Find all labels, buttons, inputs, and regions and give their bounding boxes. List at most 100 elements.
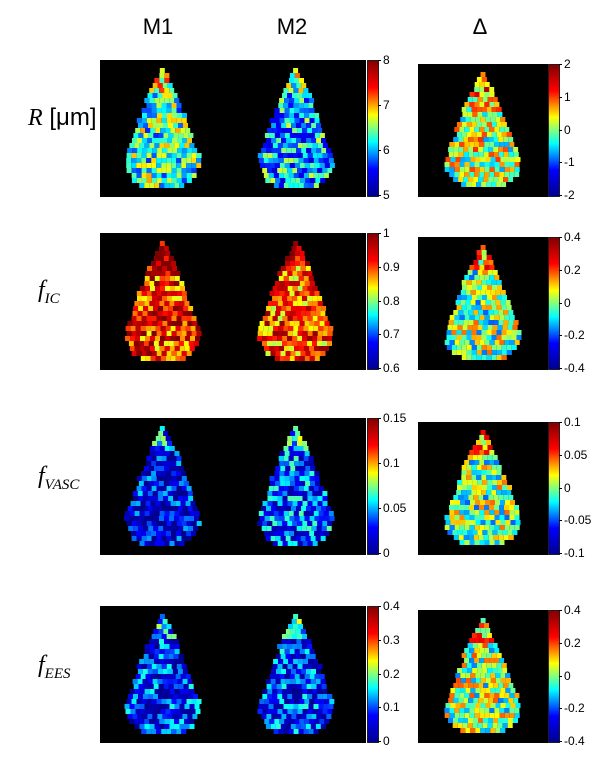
colorbar-m-tick-mark: [378, 233, 381, 234]
row-label-1: fIC: [38, 276, 60, 308]
colorbar-m-tick-label: 0.8: [383, 293, 400, 308]
colorbar-m-row0: [367, 60, 379, 202]
colorbar-m-tick-label: 0.7: [383, 327, 400, 342]
colorbar-m-tick-label: 0.2: [383, 666, 400, 681]
colorbar-m-tick-mark: [378, 553, 381, 554]
row-label-subscript: EES: [44, 665, 71, 682]
colorbar-delta-tick-label: 0: [564, 668, 571, 683]
row-label-unit: [μm]: [42, 104, 97, 131]
row-label-subscript: VASC: [44, 476, 80, 493]
colorbar-delta-tick-mark: [559, 610, 562, 611]
colorbar-delta-tick-mark: [559, 741, 562, 742]
colorbar-m-tick-label: 0.15: [383, 411, 407, 425]
column-header-m2: M2: [276, 14, 308, 39]
colorbar-m-tick-mark: [378, 105, 381, 106]
colorbar-delta-tick-label: -0.4: [564, 361, 585, 375]
colorbar-m-tick-mark: [378, 266, 381, 268]
colorbar-delta-tick-label: 0.1: [564, 415, 581, 429]
row-label-symbol: f: [38, 652, 45, 678]
colorbar-delta-tick-mark: [559, 64, 562, 65]
colorbar-m-tick-label: 0.05: [383, 501, 407, 515]
colorbar-m-tick-mark: [378, 334, 381, 336]
colorbar-delta-tick-mark: [559, 269, 562, 271]
colorbar-delta-tick-mark: [559, 96, 562, 98]
colorbar-delta-tick-mark: [559, 129, 562, 131]
colorbar-m-tick-label: 0.1: [383, 456, 400, 470]
colorbar-m-tick-label: 0.9: [383, 259, 400, 274]
colorbar-m-tick-mark: [378, 673, 381, 675]
colorbar-delta-tick-mark: [559, 708, 562, 710]
row-label-2: fVASC: [38, 462, 79, 494]
colorbar-m-tick-mark: [378, 741, 381, 742]
colorbar-m-tick-mark: [378, 60, 381, 61]
colorbar-delta-tick-label: -0.2: [564, 328, 585, 343]
colorbar-delta-tick-mark: [559, 162, 562, 164]
colorbar-m-tick-label: 5: [383, 188, 390, 202]
map-panel-delta: [418, 64, 548, 197]
colorbar-delta-tick-label: -0.1: [564, 546, 585, 560]
colorbar-delta-tick-label: 0.2: [564, 262, 581, 277]
colorbar-m-tick-label: 0: [383, 546, 390, 560]
colorbar-m-tick-mark: [378, 508, 381, 509]
colorbar-delta-tick-label: -2: [564, 188, 575, 202]
colorbar-m-tick-mark: [378, 463, 381, 464]
colorbar-delta-tick-mark: [559, 454, 562, 456]
row-label-symbol: f: [38, 463, 45, 489]
colorbar-delta-tick-mark: [559, 553, 562, 554]
colorbar-m-tick-mark: [378, 368, 381, 369]
colorbar-m-tick-label: 0: [383, 734, 390, 748]
row-label-symbol: R: [28, 105, 43, 131]
column-header-delta: Δ: [472, 14, 488, 39]
colorbar-m-tick-label: 6: [383, 143, 390, 157]
colorbar-m-tick-mark: [378, 418, 381, 419]
row-label-symbol: f: [38, 277, 45, 303]
row-label-3: fEES: [38, 651, 71, 683]
colorbar-delta-tick-mark: [559, 642, 562, 644]
colorbar-delta-row0: [548, 64, 560, 202]
colorbar-delta-tick-mark: [559, 520, 562, 522]
colorbar-delta-tick-label: -0.05: [564, 513, 592, 528]
colorbar-delta-tick-mark: [559, 195, 562, 196]
colorbar-delta-tick-label: -1: [564, 155, 575, 170]
colorbar-m-tick-mark: [378, 300, 381, 302]
colorbar-delta-tick-label: -0.4: [564, 734, 585, 748]
map-panel-m1-m2: [100, 233, 366, 370]
colorbar-delta-tick-label: 2: [564, 57, 571, 71]
colorbar-delta-tick-label: 0.4: [564, 230, 581, 244]
colorbar-delta-tick-label: 0: [564, 480, 571, 495]
colorbar-delta-tick-label: 0.2: [564, 635, 581, 650]
colorbar-delta-tick-mark: [559, 675, 562, 677]
colorbar-m-tick-label: 0.3: [383, 632, 400, 647]
colorbar-delta-tick-mark: [559, 237, 562, 238]
colorbar-delta-tick-label: 1: [564, 89, 571, 104]
map-panel-delta: [418, 422, 548, 555]
colorbar-m-tick-label: 8: [383, 53, 390, 67]
colorbar-m-tick-label: 0.6: [383, 361, 400, 375]
colorbar-delta-tick-mark: [559, 368, 562, 369]
colorbar-m-tick-label: 1: [383, 226, 390, 240]
row-label-0: R [μm]: [28, 104, 97, 136]
colorbar-delta-tick-mark: [559, 487, 562, 489]
row-label-subscript: IC: [44, 290, 60, 307]
colorbar-delta-tick-mark: [559, 302, 562, 304]
colorbar-m-row3: [367, 606, 379, 748]
map-panel-m1-m2: [100, 60, 366, 197]
colorbar-m-tick-mark: [378, 606, 381, 607]
colorbar-m-tick-mark: [378, 195, 381, 196]
colorbar-m-tick-mark: [378, 639, 381, 641]
colorbar-delta-tick-label: 0: [564, 295, 571, 310]
colorbar-delta-tick-label: 0: [564, 122, 571, 137]
colorbar-delta-tick-mark: [559, 422, 562, 423]
colorbar-delta-tick-label: 0.05: [564, 447, 588, 462]
colorbar-m-row2: [367, 418, 379, 560]
colorbar-m-tick-label: 7: [383, 98, 390, 112]
map-panel-m1-m2: [100, 418, 366, 555]
map-panel-delta: [418, 237, 548, 370]
colorbar-m-tick-mark: [378, 150, 381, 151]
map-panel-m1-m2: [100, 606, 366, 743]
map-panel-delta: [418, 610, 548, 743]
colorbar-delta-tick-label: 0.4: [564, 603, 581, 617]
colorbar-m-tick-label: 0.4: [383, 599, 400, 613]
colorbar-delta-row2: [548, 422, 560, 560]
colorbar-delta-tick-mark: [559, 335, 562, 337]
